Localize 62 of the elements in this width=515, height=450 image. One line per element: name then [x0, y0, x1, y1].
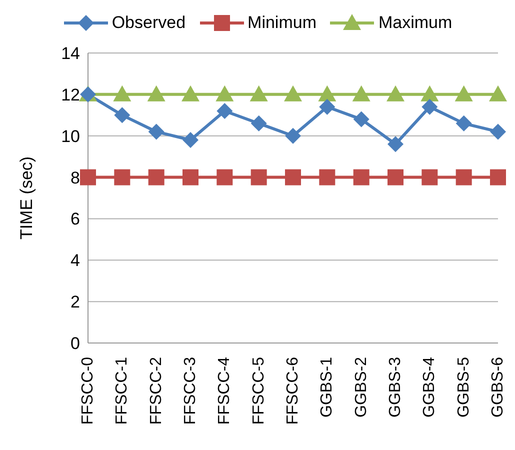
y-tick-label: 10 — [61, 126, 80, 146]
point — [285, 169, 301, 186]
point — [182, 132, 198, 148]
point — [148, 124, 164, 140]
y-tick-label: 6 — [70, 210, 80, 229]
point — [216, 85, 234, 102]
y-tick-label: 4 — [70, 251, 80, 270]
point — [388, 169, 404, 186]
point — [352, 85, 370, 102]
point — [284, 85, 302, 102]
point — [420, 85, 439, 102]
x-tick-label: FFSCC-3 — [182, 356, 199, 425]
x-tick-label: FFSCC-2 — [148, 356, 165, 425]
x-tick-label: GGBS-2 — [352, 356, 370, 418]
point — [182, 85, 200, 102]
point — [318, 85, 336, 102]
x-tick-label: GGBS-6 — [490, 356, 506, 418]
point — [422, 169, 438, 186]
point — [490, 169, 506, 186]
x-tick-label: FFSCC-0 — [80, 356, 96, 425]
y-tick-label: 2 — [70, 292, 80, 312]
point — [319, 169, 336, 186]
point — [250, 169, 267, 186]
y-axis-title: TIME (sec) — [17, 156, 36, 240]
point — [114, 107, 130, 124]
point — [285, 128, 301, 144]
y-tick-label: 0 — [70, 334, 80, 354]
point — [182, 169, 198, 186]
point — [147, 85, 166, 102]
point — [250, 85, 268, 102]
point — [250, 115, 267, 132]
y-tick-label: 8 — [70, 168, 80, 188]
y-tick-label: 14 — [61, 44, 80, 64]
point — [114, 169, 130, 186]
point — [456, 169, 472, 186]
point — [216, 169, 233, 186]
point — [80, 169, 96, 186]
point — [456, 115, 472, 132]
point — [489, 85, 507, 102]
point — [353, 111, 370, 128]
point — [319, 98, 336, 115]
point — [216, 103, 233, 119]
x-tick-label: GGBS-3 — [387, 356, 404, 418]
x-tick-label: GGBS-1 — [318, 356, 336, 418]
point — [490, 124, 506, 140]
point — [422, 98, 438, 115]
x-tick-label: FFSCC-6 — [284, 356, 302, 425]
x-tick-label: GGBS-5 — [455, 356, 472, 418]
x-tick-label: FFSCC-4 — [216, 356, 234, 425]
x-tick-label: GGBS-4 — [421, 356, 438, 418]
point — [353, 169, 370, 186]
x-tick-label: FFSCC-5 — [250, 356, 268, 425]
point — [388, 136, 404, 152]
legend-label: Minimum — [246, 13, 316, 33]
legend-label: Maximum — [377, 13, 452, 33]
point — [148, 169, 164, 186]
point — [386, 85, 404, 102]
legend-label: Observed — [110, 13, 186, 33]
y-tick-label: 12 — [61, 85, 80, 104]
point — [454, 85, 473, 102]
x-tick-label: FFSCC-1 — [114, 356, 131, 425]
point — [113, 85, 132, 102]
